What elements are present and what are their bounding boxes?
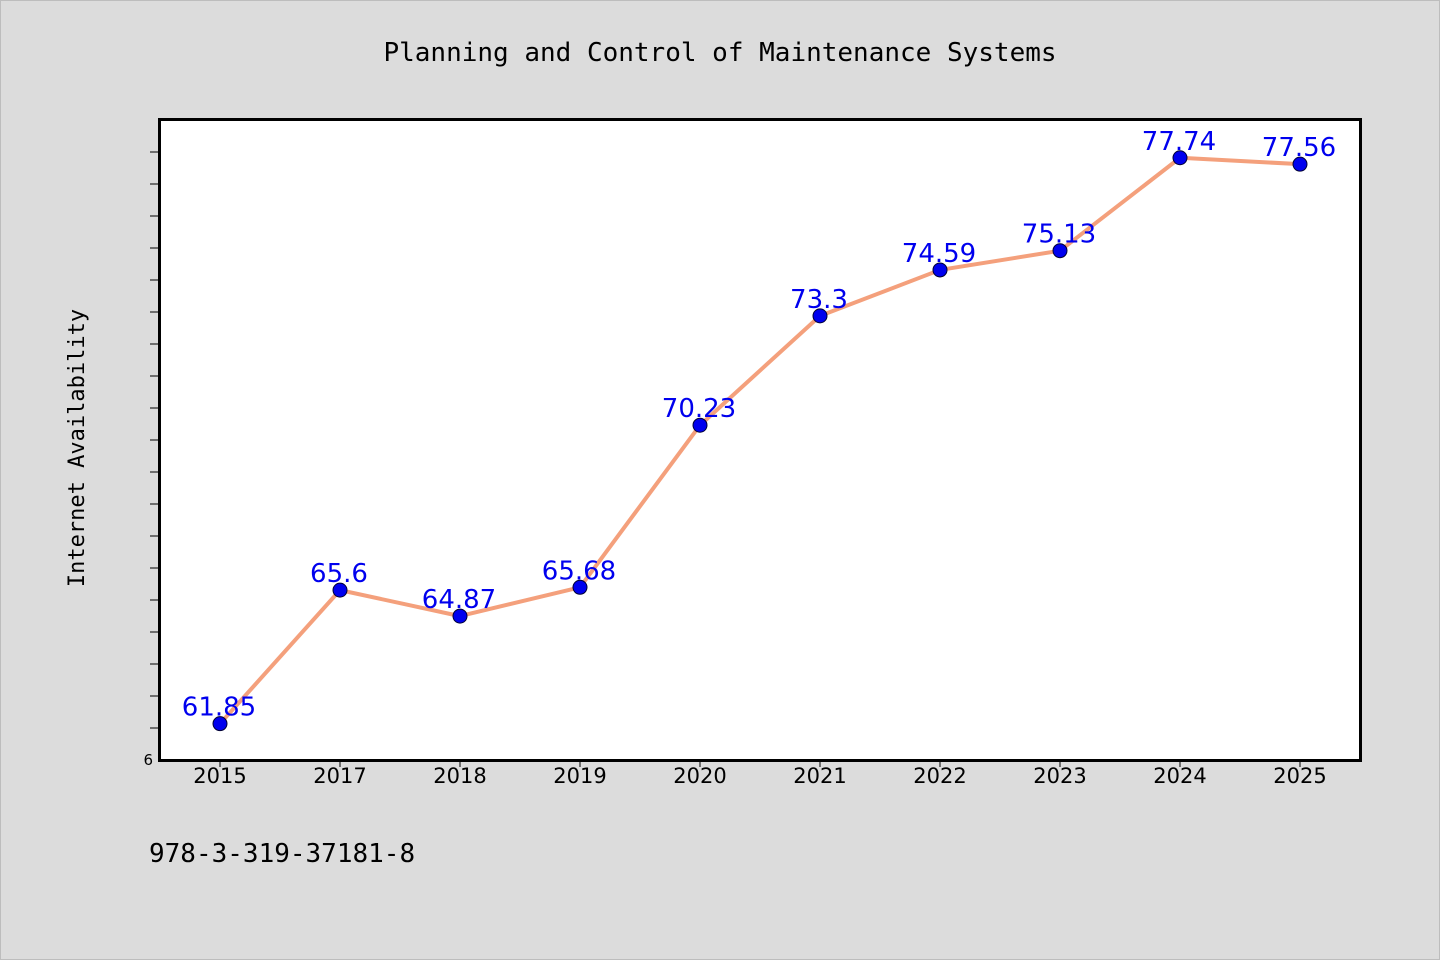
data-labels: 61.85 65.6 64.87 65.68 70.23 73.3 74.59 75.13 77… <box>182 127 1336 723</box>
isbn-footer: 978-3-319-37181-8 <box>149 839 415 869</box>
data-label: 77.74 <box>1142 127 1216 157</box>
data-point-marker <box>1052 243 1068 259</box>
x-tick-label: 2022 <box>913 764 966 788</box>
data-point-marker <box>932 262 948 278</box>
series-line <box>218 155 1302 726</box>
data-label: 73.3 <box>790 285 848 315</box>
data-label: 65.6 <box>310 559 368 589</box>
x-tick-label: 2015 <box>193 764 246 788</box>
data-point-marker <box>1292 156 1308 172</box>
data-label: 77.56 <box>1262 133 1336 163</box>
data-point-marker <box>212 716 228 732</box>
x-tick-label: 2021 <box>793 764 846 788</box>
x-tick-label: 2018 <box>433 764 486 788</box>
data-label: 64.87 <box>422 585 496 615</box>
y-axis-ticks: 6 <box>143 151 160 769</box>
x-axis-ticks: 2015 2017 2018 2019 2020 2021 2022 2023 2024 2025 <box>193 760 1327 788</box>
data-point-marker <box>332 582 348 598</box>
x-tick-label: 2017 <box>313 764 366 788</box>
x-tick-label: 2024 <box>1153 764 1206 788</box>
plot-area <box>158 118 1362 762</box>
data-label: 70.23 <box>662 394 736 424</box>
data-label: 75.13 <box>1022 220 1096 250</box>
y-axis-label: Internet Availability <box>65 309 90 587</box>
data-point-marker <box>692 417 708 433</box>
data-label: 74.59 <box>902 239 976 269</box>
data-point-marker <box>812 308 828 324</box>
data-label: 61.85 <box>182 693 256 723</box>
x-tick-label: 2023 <box>1033 764 1086 788</box>
x-tick-label: 2020 <box>673 764 726 788</box>
y-tick-label: 6 <box>143 751 153 769</box>
data-point-marker <box>452 608 468 624</box>
x-tick-label: 2019 <box>553 764 606 788</box>
data-point-marker <box>572 579 588 595</box>
data-label: 65.68 <box>542 556 616 586</box>
x-tick-label: 2025 <box>1273 764 1326 788</box>
series-layer <box>212 150 1308 732</box>
data-point-marker <box>1172 150 1188 166</box>
chart-title: Planning and Control of Maintenance Syst… <box>383 38 1056 68</box>
